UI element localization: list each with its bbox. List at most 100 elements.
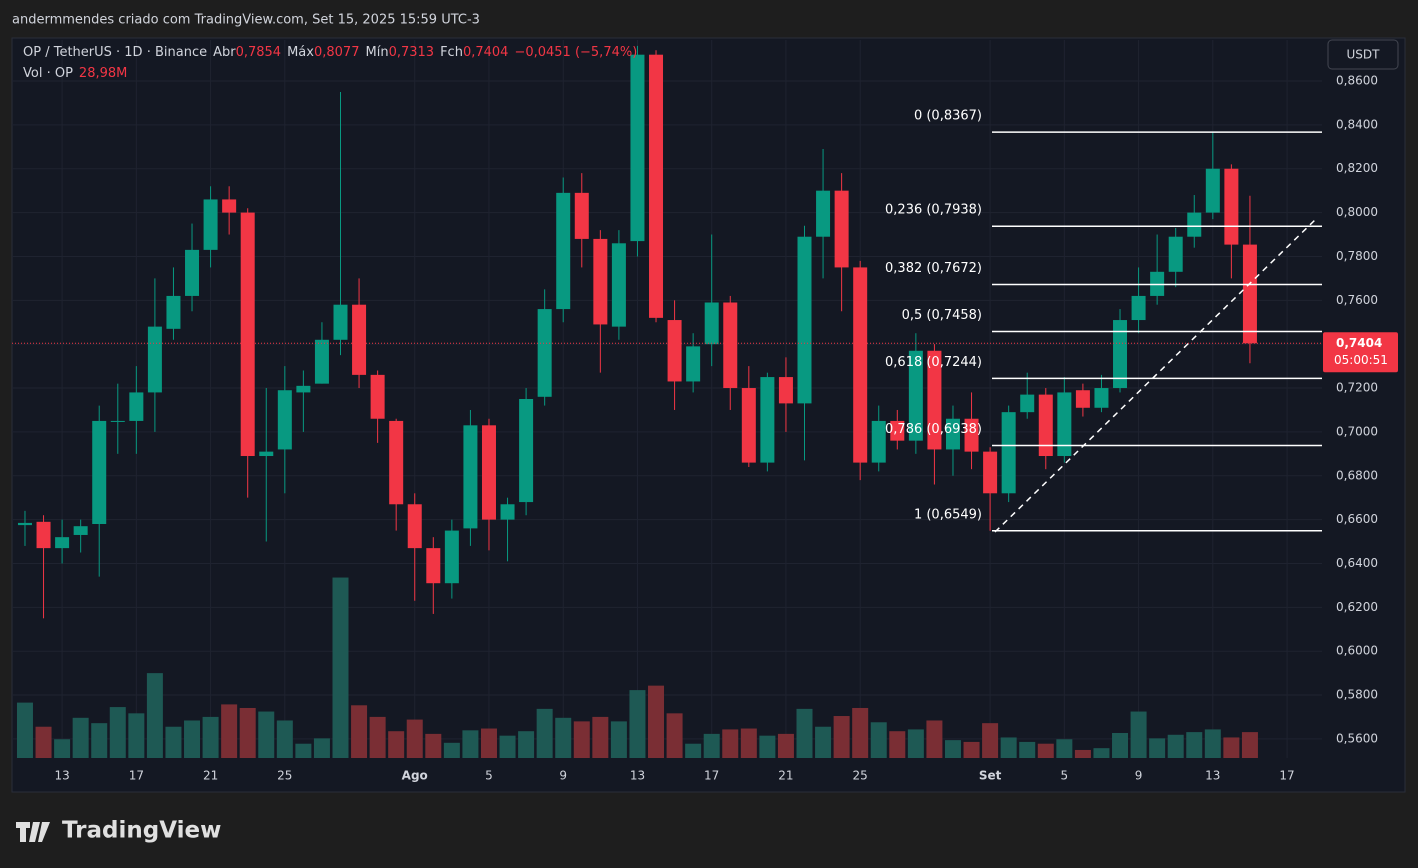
x-tick-label: 13 bbox=[54, 769, 69, 783]
y-tick-label: 0,8600 bbox=[1336, 74, 1378, 88]
legend-row: OP / TetherUS · 1D · Binance Abr0,7854 Má… bbox=[23, 45, 637, 60]
x-tick-label: 13 bbox=[1205, 769, 1220, 783]
volume-bar bbox=[443, 742, 460, 758]
ohlc-key: Abr bbox=[213, 45, 236, 60]
change: −0,0451 (−5,74%) bbox=[514, 45, 638, 60]
candle-body bbox=[537, 309, 552, 397]
ohlc-key: Máx bbox=[287, 45, 314, 60]
candle-body bbox=[556, 192, 571, 310]
fib-label: 0 (0,8367) bbox=[914, 109, 982, 124]
volume-bar bbox=[128, 713, 145, 758]
candle-body bbox=[1131, 295, 1146, 321]
volume-bar bbox=[1019, 741, 1036, 758]
candle-body bbox=[630, 54, 645, 242]
candle-body bbox=[908, 350, 923, 441]
candle-body bbox=[1242, 244, 1257, 344]
volume-bar bbox=[1149, 738, 1166, 758]
volume-bar bbox=[462, 730, 479, 758]
volume-bar bbox=[72, 717, 89, 758]
ohlc-item: Mín0,7313 bbox=[365, 45, 434, 60]
candle-body bbox=[611, 243, 626, 327]
x-tick-label: 9 bbox=[1135, 769, 1143, 783]
volume-bar bbox=[202, 716, 219, 758]
trend-line bbox=[994, 217, 1318, 533]
y-tick-label: 0,8400 bbox=[1336, 117, 1378, 131]
ohlc-item: Máx0,8077 bbox=[287, 45, 359, 60]
candle-body bbox=[927, 350, 942, 450]
volume-bar bbox=[555, 717, 572, 758]
volume-legend: Vol · OP 28,98M bbox=[23, 66, 127, 81]
x-tick-label: 5 bbox=[1061, 769, 1069, 783]
candle-body bbox=[1075, 390, 1090, 408]
y-tick-label: 0,8000 bbox=[1336, 205, 1378, 219]
x-tick-label: 5 bbox=[485, 769, 493, 783]
volume-bar bbox=[777, 733, 794, 758]
fib-label: 0,5 (0,7458) bbox=[902, 308, 982, 323]
candle-body bbox=[240, 212, 255, 457]
volume-bar bbox=[722, 729, 739, 758]
x-tick-label: 9 bbox=[559, 769, 567, 783]
candle-body bbox=[760, 377, 775, 463]
volume-bar bbox=[944, 740, 961, 758]
ohlc-key: Mín bbox=[365, 45, 389, 60]
y-tick-label: 0,6800 bbox=[1336, 468, 1378, 482]
volume-bar bbox=[332, 577, 349, 758]
y-tick-label: 0,5800 bbox=[1336, 688, 1378, 702]
x-tick-label: 21 bbox=[778, 769, 793, 783]
volume-bar bbox=[165, 726, 182, 758]
y-tick-label: 0,6000 bbox=[1336, 644, 1378, 658]
volume-bar bbox=[852, 707, 869, 758]
candle-body bbox=[147, 326, 162, 393]
volume-bar bbox=[221, 704, 238, 758]
logo-text: TradingView bbox=[62, 818, 221, 844]
x-tick-label: 25 bbox=[853, 769, 868, 783]
volume-bar bbox=[1167, 734, 1184, 758]
currency-button[interactable] bbox=[1327, 39, 1399, 70]
candle-body bbox=[92, 420, 107, 525]
y-tick-label: 0,6600 bbox=[1336, 512, 1378, 526]
ohlc-value: 0,8077 bbox=[313, 45, 360, 60]
volume-value: 28,98M bbox=[78, 66, 128, 81]
candle-body bbox=[741, 388, 756, 463]
candle-body bbox=[185, 249, 200, 296]
volume-bar bbox=[1093, 748, 1110, 758]
candle-body bbox=[500, 504, 515, 520]
volume-bar bbox=[926, 720, 943, 758]
fib-label: 0,382 (0,7672) bbox=[885, 261, 982, 276]
volume-bar bbox=[1000, 737, 1017, 758]
ohlc-value: 0,7313 bbox=[388, 45, 435, 60]
volume-bar bbox=[146, 673, 163, 758]
volume-bar bbox=[35, 726, 52, 758]
candle-body bbox=[110, 420, 125, 422]
volume-bar bbox=[629, 690, 646, 758]
candle-body bbox=[816, 190, 831, 237]
volume-bar bbox=[295, 743, 312, 758]
volume-bar bbox=[1112, 732, 1129, 758]
volume-bar bbox=[740, 728, 757, 758]
y-tick-label: 0,7800 bbox=[1336, 249, 1378, 263]
x-tick-label: Ago bbox=[402, 769, 428, 783]
y-tick-label: 0,8200 bbox=[1336, 161, 1378, 175]
ohlc-item: Fch0,7404 bbox=[440, 45, 508, 60]
candle-body bbox=[1113, 320, 1128, 389]
candle-body bbox=[407, 504, 422, 549]
volume-bar bbox=[536, 708, 553, 758]
fib-label: 0,786 (0,6938) bbox=[885, 422, 982, 437]
candle-body bbox=[55, 537, 70, 549]
volume-bar bbox=[1223, 737, 1240, 758]
candle-body bbox=[1168, 236, 1183, 272]
volume-bar bbox=[406, 719, 423, 758]
volume-bar bbox=[592, 716, 609, 758]
volume-bar bbox=[1074, 749, 1091, 758]
ohlc-key: Fch bbox=[440, 45, 463, 60]
ohlc-item: Abr0,7854 bbox=[213, 45, 281, 60]
volume-bar bbox=[109, 707, 126, 758]
price-tag bbox=[1323, 332, 1398, 373]
currency[interactable]: USDT bbox=[1347, 48, 1381, 62]
y-tick-label: 0,6200 bbox=[1336, 600, 1378, 614]
candle-body bbox=[389, 420, 404, 505]
volume-bar bbox=[369, 716, 386, 758]
candle-body bbox=[1038, 394, 1053, 457]
